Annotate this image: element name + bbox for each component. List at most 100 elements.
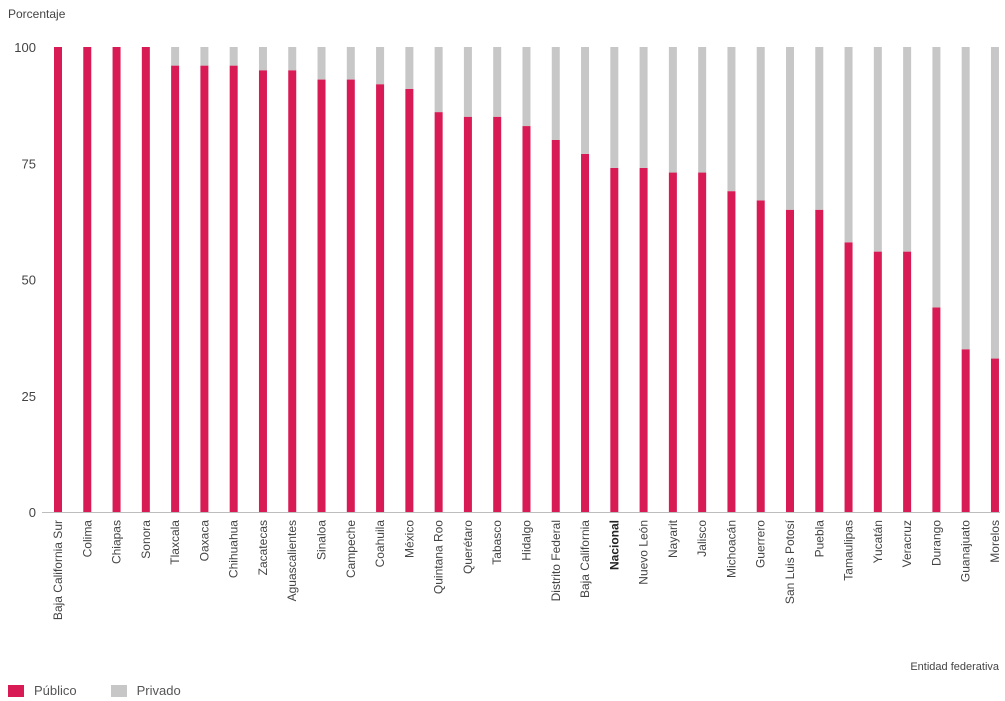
x-tick-label: Morelos [988,520,1002,563]
bar-publico [83,47,92,512]
bar-publico [961,349,970,512]
x-tick-label: Yucatán [871,520,885,563]
bar-privado [727,47,736,192]
x-tick-label: Sonora [139,520,153,559]
bar-publico [171,65,180,512]
bar-publico [112,47,121,512]
bar-privado [815,47,824,210]
y-tick-label: 25 [22,389,36,404]
y-axis-title: Porcentaje [8,7,66,21]
bar-privado [551,47,560,140]
bars-group [54,47,999,513]
legend-item-publico: Público [8,683,77,698]
x-tick-label: Durango [929,520,943,566]
legend-label-privado: Privado [136,683,181,698]
legend-label-publico: Público [34,683,77,698]
bar-privado [463,47,472,117]
x-tick-label: Sinaloa [315,520,329,560]
bar-publico [493,116,502,512]
bar-publico [54,47,62,512]
x-tick-label: Chihuahua [227,520,241,578]
bar-privado [844,47,853,243]
bar-publico [229,65,238,512]
x-axis-title: Entidad federativa [910,661,999,673]
bar-publico [463,116,472,512]
bar-privado [990,47,999,359]
bar-privado [288,47,297,71]
x-tick-label: Hidalgo [519,520,533,561]
x-tick-label: Guanajuato [959,520,973,582]
bar-publico [668,172,677,513]
bar-privado [434,47,443,113]
bar-privado [171,47,180,66]
y-tick-label: 0 [29,505,36,520]
bar-privado [258,47,267,71]
bar-privado [961,47,970,350]
x-tick-label: Baja California [578,520,592,598]
bar-privado [610,47,619,168]
bar-publico [903,251,912,512]
x-tick-label: Nuevo León [637,520,651,585]
x-tick-label: Michoacán [724,520,738,578]
bar-privado [932,47,941,308]
bar-publico [317,79,326,513]
x-tick-label: Baja California Sur [51,520,65,620]
x-tick-label: Veracruz [900,520,914,567]
bar-privado [698,47,707,173]
x-tick-label: México [402,520,416,558]
bar-privado [873,47,882,252]
bar-publico [376,84,385,512]
bar-privado [756,47,765,201]
x-tick-label: Distrito Federal [549,520,563,601]
bar-publico [551,140,560,512]
legend: Público Privado [8,683,215,698]
x-tick-label: Nayarit [666,519,680,558]
bar-publico [815,209,824,512]
x-tick-label: Colima [80,520,94,558]
bar-privado [376,47,385,85]
x-tick-label: Quintana Roo [432,520,446,594]
bar-publico [639,167,648,512]
bar-publico [873,251,882,512]
bar-publico [786,209,794,512]
bar-privado [522,47,531,127]
x-tick-label: Jalisco [695,520,709,557]
x-tick-label: Oaxaca [197,520,211,562]
x-tick-label: Zacatecas [256,520,270,575]
x-tick-label: Puebla [812,520,826,558]
bar-publico [405,88,414,512]
x-tick-label: Tabasco [490,520,504,565]
x-tick-label: Aguascalientes [285,520,299,601]
bar-publico [698,172,707,513]
x-tick-label: Campeche [344,520,358,578]
x-tick-label: Chiapas [110,520,124,564]
bar-publico [990,358,999,512]
bar-privado [581,47,590,154]
legend-item-privado: Privado [110,683,181,698]
y-axis: 0 25 50 75 100 [14,40,36,520]
bar-privado [229,47,238,66]
x-tick-label: Tlaxcala [168,520,182,565]
bar-privado [493,47,502,117]
bar-publico [756,200,765,512]
legend-swatch-privado [110,684,127,697]
bar-privado [903,47,912,252]
x-axis: Baja California Sur Colima Chiapas Sonora Tl… [42,512,1002,620]
bar-publico [141,47,150,512]
bar-publico [610,167,619,512]
y-tick-label: 50 [22,273,36,288]
bar-publico [581,153,590,512]
bar-privado [668,47,677,173]
bar-privado [346,47,355,80]
bar-privado [405,47,414,89]
x-tick-label: San Luis Potosí [783,519,797,604]
bar-publico [346,79,355,513]
bar-privado [317,47,326,80]
bar-publico [932,307,941,512]
x-tick-label: Guerrero [754,520,768,568]
bar-privado [200,47,209,66]
x-tick-label: Tamaulipas [842,520,856,581]
x-tick-label: Coahuila [373,520,387,568]
legend-swatch-publico [8,684,24,697]
